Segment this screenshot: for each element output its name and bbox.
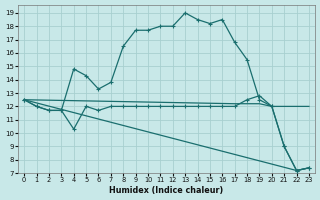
X-axis label: Humidex (Indice chaleur): Humidex (Indice chaleur)	[109, 186, 224, 195]
